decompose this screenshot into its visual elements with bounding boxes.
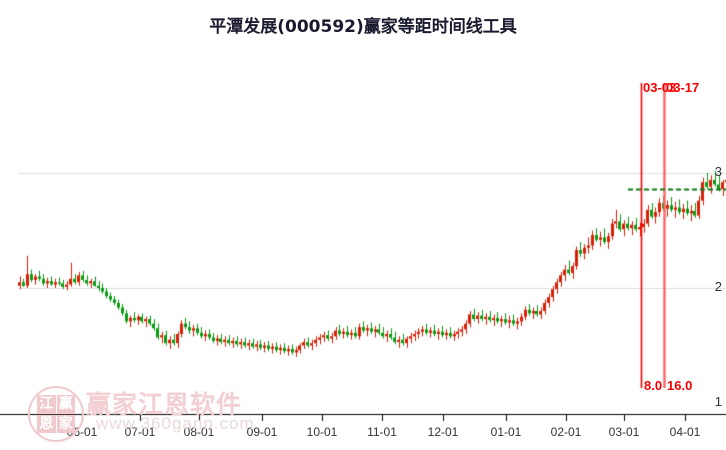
x-tick-10-01: 10-01 — [306, 425, 338, 439]
time-line-2-date-label: 03-17 — [666, 80, 700, 95]
x-tick-03-01: 03-01 — [608, 425, 640, 439]
time-line-2-count-label: 16.0 — [667, 378, 693, 393]
watermark-url: www.360gann.com — [96, 414, 255, 433]
y-tick-1: 1 — [714, 394, 722, 409]
time-line-1-count-label: 8.0 — [644, 378, 663, 393]
y-tick-2: 2 — [714, 279, 722, 294]
x-tick-01-01: 01-01 — [490, 425, 522, 439]
x-tick-08-01: 08-01 — [183, 425, 215, 439]
x-tick-11-01: 11-01 — [367, 425, 397, 439]
y-tick-3: 3 — [714, 164, 722, 179]
seal-char-grid: 江 赢 恩 家 — [37, 395, 75, 433]
seal-char-3: 家 — [56, 414, 75, 433]
seal-char-2: 恩 — [37, 414, 56, 433]
seal-char-1: 赢 — [56, 395, 75, 414]
x-tick-09-01: 09-01 — [246, 425, 278, 439]
seal-char-0: 江 — [37, 395, 56, 414]
x-tick-02-01: 02-01 — [550, 425, 582, 439]
time-line-1-date-label: 03-03 — [643, 80, 677, 95]
watermark-seal-icon: 江 赢 恩 家 — [28, 386, 84, 442]
x-tick-07-01: 07-01 — [124, 425, 156, 439]
x-tick-12-01: 12-01 — [427, 425, 459, 439]
watermark-brand: 赢家江恩软件 — [86, 390, 243, 419]
x-tick-04-01: 04-01 — [669, 425, 701, 439]
